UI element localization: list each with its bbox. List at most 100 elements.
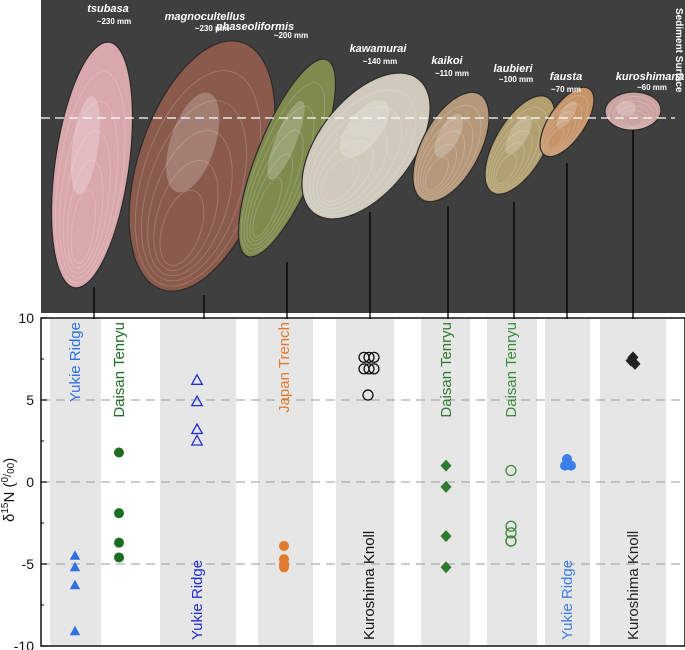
shell-body	[301, 72, 431, 220]
shell-tsubasa	[50, 41, 134, 289]
data-points	[69, 351, 641, 636]
site-label-group: Kuroshima Knoll	[625, 531, 642, 640]
data-point	[279, 562, 289, 573]
data-point	[114, 447, 124, 458]
species-size: ~70 mm	[551, 85, 581, 94]
site-label: Kuroshima Knoll	[625, 531, 642, 640]
y-axis-title-sup: 15	[0, 502, 11, 514]
gridlines	[41, 399, 685, 565]
data-point	[368, 351, 380, 364]
species-size: ~200 mm	[274, 31, 308, 40]
data-point	[440, 459, 452, 472]
species-name: laubieri	[493, 63, 533, 75]
site-label: Daisan Tenryu	[111, 322, 128, 418]
data-point	[505, 520, 517, 532]
species-name: kaikoi	[431, 55, 463, 67]
data-point	[279, 540, 289, 551]
shell-growth-line	[320, 157, 360, 202]
shell-body	[604, 91, 662, 131]
y-axis-title-n: N (	[1, 483, 18, 503]
species-size: ~100 mm	[499, 75, 533, 84]
data-point	[114, 508, 124, 519]
data-point	[190, 373, 204, 385]
shell-highlight	[166, 92, 220, 193]
data-point	[440, 561, 452, 574]
shell-highlight	[70, 96, 100, 195]
species-size: ~230 mm	[97, 17, 131, 26]
shell-growth-line	[305, 89, 417, 216]
y-axis: -10 -5 0 5 10	[14, 310, 47, 650]
y-axis-title-permil-top: 0	[0, 477, 11, 483]
data-point	[190, 434, 204, 446]
species-name: tsubasa	[87, 3, 129, 15]
data-point	[560, 460, 570, 471]
species-name: kawamurai	[350, 43, 408, 55]
site-label: Kuroshima Knoll	[361, 531, 378, 640]
shell-growth-line	[249, 153, 293, 242]
y-tick-label: -10	[14, 638, 34, 650]
shell-growth-line	[140, 100, 247, 282]
shell-growth-line	[541, 95, 589, 156]
site-label-group: Daisan Tenryu	[111, 322, 128, 418]
shell-growth-line	[545, 119, 571, 152]
shell-growth-line	[608, 96, 658, 130]
site-label-group: Yukie Ridge	[189, 560, 206, 640]
shell-growth-line	[422, 143, 457, 193]
shell-growth-line	[312, 123, 388, 209]
y-tick-label: 0	[26, 474, 34, 490]
data-point	[190, 422, 204, 435]
species-size: ~60 mm	[637, 83, 667, 92]
data-point	[505, 527, 517, 539]
shell-growth-line	[547, 127, 565, 150]
shell-growth-line	[58, 100, 119, 279]
y-tick-label: 10	[18, 310, 34, 326]
data-point	[440, 480, 452, 493]
shell-growth-line	[493, 141, 525, 187]
shell-growth-line	[147, 129, 233, 277]
site-label: Daisan Tenryu	[438, 322, 455, 418]
shell-highlight	[616, 100, 636, 117]
shell-growth-line	[308, 106, 403, 213]
shell-body	[412, 91, 490, 203]
site-label-group: Kuroshima Knoll	[361, 531, 378, 640]
shell-body	[484, 95, 556, 195]
shell-highlight	[267, 100, 305, 180]
species-name: phaseoliformis	[215, 21, 294, 33]
shell-growth-line	[159, 189, 205, 266]
data-point	[505, 464, 517, 477]
shell-growth-line	[612, 100, 654, 129]
site-labels: Yukie Ridge Daisan Tenryu Yukie Ridge Japan…	[67, 322, 642, 640]
shell-growth-line	[246, 129, 304, 246]
species-name: fausta	[550, 71, 582, 83]
site-label: Yukie Ridge	[189, 560, 206, 640]
y-axis-title-permil-bottom: 00	[6, 462, 17, 474]
shell-growth-line	[495, 153, 518, 185]
site-label: Yukie Ridge	[559, 560, 576, 640]
shell-growth-line	[153, 159, 219, 272]
data-point	[629, 357, 641, 370]
shell-kaikoi	[412, 91, 490, 203]
y-tick-label: 5	[26, 392, 34, 408]
shell-illustrations: tsubasa~230 mm magnocultellus~230 mmphase…	[50, 3, 684, 292]
shell-growth-line	[243, 105, 315, 250]
site-label: Yukie Ridge	[67, 322, 84, 402]
species-size: ~230 mm	[195, 24, 229, 33]
data-point	[114, 537, 124, 548]
shell-laubieri	[484, 95, 556, 195]
shell-kawamurai	[301, 72, 431, 220]
shell-growth-line	[66, 159, 104, 269]
data-point	[69, 561, 81, 572]
shell-growth-line	[414, 104, 482, 200]
data-point	[69, 579, 81, 590]
species-size: ~110 mm	[435, 69, 469, 78]
site-label-group: Yukie Ridge	[559, 560, 576, 640]
shell-body	[50, 41, 134, 289]
shell-growth-line	[488, 118, 541, 191]
y-axis-title: δ15N (0/00)	[0, 458, 18, 522]
species-size: ~140 mm	[363, 57, 397, 66]
species-name: kuroshimana	[616, 71, 684, 83]
site-label-group: Daisan Tenryu	[438, 322, 455, 418]
data-point	[363, 363, 375, 375]
